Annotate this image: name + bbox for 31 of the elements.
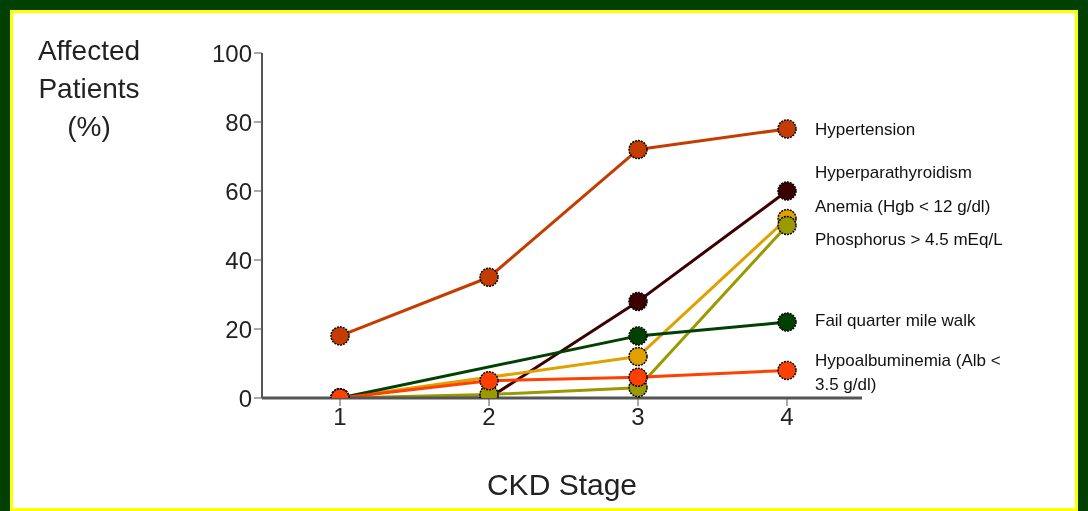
- point: [628, 139, 648, 160]
- point: [777, 215, 797, 236]
- point: [628, 346, 648, 367]
- point: [777, 119, 797, 139]
- x-axis-title: CKD Stage: [485, 468, 639, 502]
- point: [777, 312, 797, 332]
- x-tick-label: 2: [482, 403, 496, 431]
- x-tick-label: 4: [780, 403, 794, 431]
- point: [628, 291, 648, 312]
- y-tick-label: 60: [225, 177, 252, 205]
- series-label: Anemia (Hgb < 12 g/dl): [815, 195, 992, 218]
- series-label: Hypoalbuminemia (Alb < 3.5 g/dl): [815, 350, 1002, 397]
- series-label: Hyperparathyroidism: [815, 162, 973, 184]
- series-label: Phosphorus > 4.5 mEq/L: [815, 228, 1004, 251]
- y-tick-label: 100: [211, 39, 252, 67]
- y-tick-label: 40: [225, 246, 252, 274]
- y-tick-label: 0: [238, 384, 252, 412]
- x-tick-label: 3: [631, 403, 645, 431]
- y-axis-title: Affected Patients (%): [36, 34, 142, 144]
- point: [628, 367, 648, 388]
- series-label: Fail quarter mile walk: [815, 310, 977, 333]
- y-tick-label: 80: [225, 108, 252, 136]
- point: [479, 267, 499, 287]
- point: [777, 181, 797, 201]
- x-tick-label: 1: [333, 403, 347, 431]
- series-label: Hypertension: [815, 118, 917, 141]
- point: [479, 371, 499, 391]
- point: [777, 360, 797, 381]
- point: [330, 326, 350, 346]
- y-tick-label: 20: [225, 315, 252, 343]
- point: [628, 326, 648, 346]
